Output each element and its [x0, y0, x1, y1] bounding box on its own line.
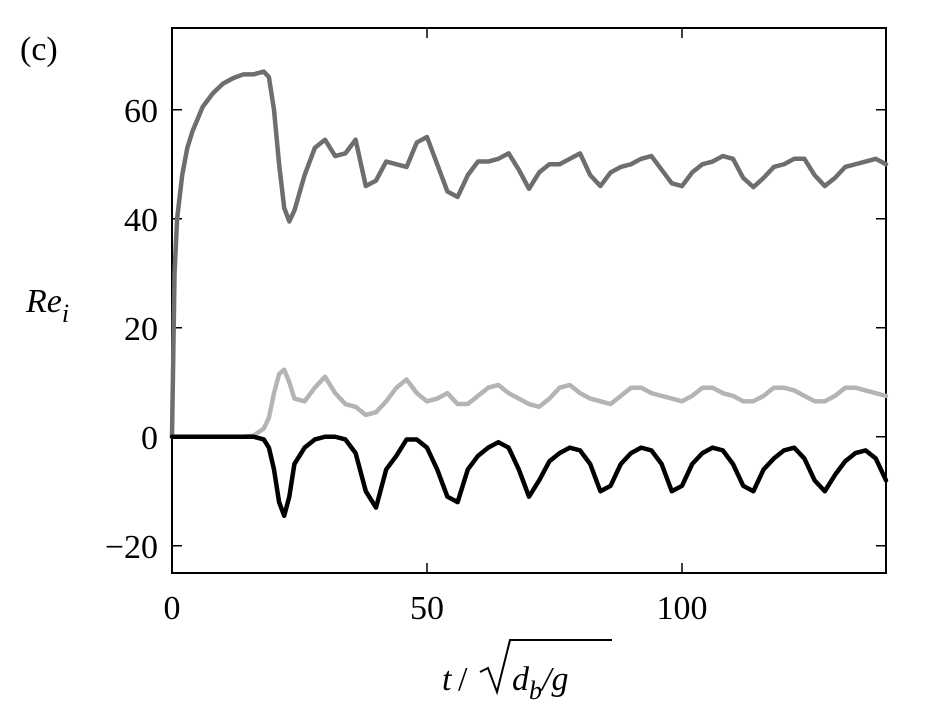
x-tick-label: 100 — [657, 590, 708, 627]
y-tick-label: −20 — [105, 529, 158, 566]
y-label-main: Re — [25, 283, 62, 320]
x-label-slash: / — [458, 661, 468, 698]
series-line — [169, 367, 889, 439]
y-tick-label: 20 — [124, 311, 158, 348]
x-label-t: t — [442, 661, 453, 698]
x-label-d-sub: b — [529, 676, 542, 705]
x-axis-label: t / db/g — [442, 639, 612, 705]
x-tick-label: 0 — [164, 590, 181, 627]
series-line — [169, 69, 889, 439]
radical — [479, 639, 612, 696]
y-tick-label: 60 — [124, 93, 158, 130]
y-tick-label: 0 — [141, 420, 158, 457]
y-axis-label: Rei — [25, 283, 69, 328]
y-tick-label: 40 — [124, 202, 158, 239]
x-label-d: db/g — [512, 661, 568, 705]
x-label-d-main: d — [512, 661, 530, 698]
x-label-g: /g — [540, 661, 568, 698]
panel-label: (c) — [20, 31, 58, 68]
series-line — [169, 434, 889, 519]
y-label-sub: i — [62, 299, 69, 328]
x-tick-label: 50 — [410, 590, 444, 627]
